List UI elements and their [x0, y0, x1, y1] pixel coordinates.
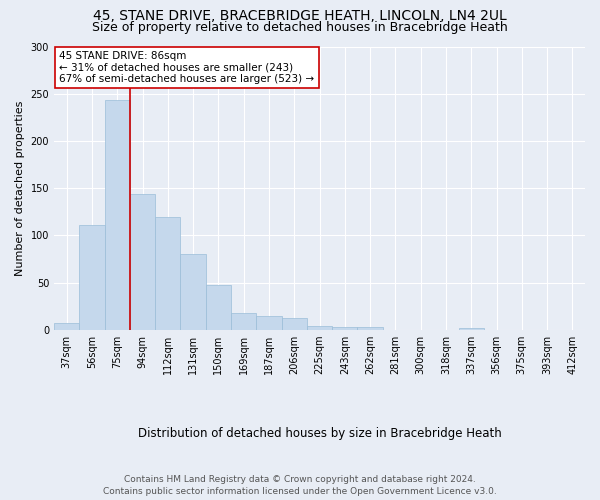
Y-axis label: Number of detached properties: Number of detached properties — [15, 100, 25, 276]
Bar — [79, 225, 104, 330]
Bar — [256, 316, 281, 330]
Bar — [206, 284, 231, 330]
X-axis label: Distribution of detached houses by size in Bracebridge Heath: Distribution of detached houses by size … — [137, 427, 502, 440]
Text: 45, STANE DRIVE, BRACEBRIDGE HEATH, LINCOLN, LN4 2UL: 45, STANE DRIVE, BRACEBRIDGE HEATH, LINC… — [93, 9, 507, 23]
Bar — [458, 328, 484, 330]
Bar — [130, 194, 155, 330]
Bar — [332, 327, 358, 330]
Text: 45 STANE DRIVE: 86sqm
← 31% of detached houses are smaller (243)
67% of semi-det: 45 STANE DRIVE: 86sqm ← 31% of detached … — [59, 51, 314, 84]
Bar — [307, 326, 332, 330]
Bar — [54, 323, 79, 330]
Text: Contains HM Land Registry data © Crown copyright and database right 2024.
Contai: Contains HM Land Registry data © Crown c… — [103, 474, 497, 496]
Bar — [155, 216, 181, 330]
Bar — [104, 100, 130, 330]
Bar — [231, 313, 256, 330]
Bar — [281, 318, 307, 330]
Bar — [181, 254, 206, 330]
Text: Size of property relative to detached houses in Bracebridge Heath: Size of property relative to detached ho… — [92, 22, 508, 35]
Bar — [358, 327, 383, 330]
